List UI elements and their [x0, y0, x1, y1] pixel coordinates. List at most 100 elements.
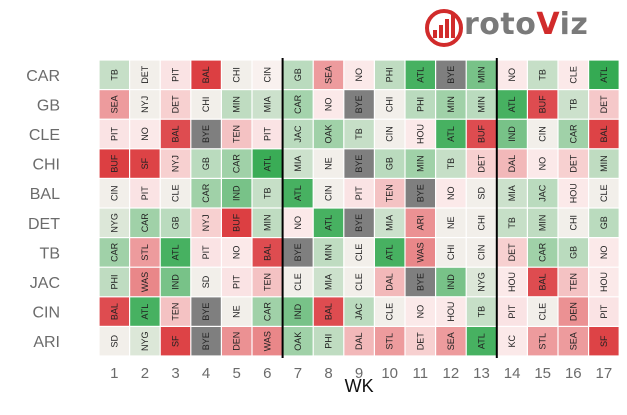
- heatmap-cell: [466, 119, 497, 149]
- heatmap-cell: [589, 238, 619, 267]
- heatmap-cell: [283, 179, 313, 208]
- heatmap-cell: [528, 208, 558, 237]
- opponent-label: PIT: [599, 304, 609, 319]
- heatmap-cell: [589, 327, 619, 356]
- heatmap-cell: [191, 90, 221, 119]
- opponent-label: CLE: [385, 303, 395, 321]
- opponent-label: DET: [507, 243, 517, 262]
- opponent-label: PIT: [507, 304, 517, 319]
- heatmap-cell: [130, 327, 160, 356]
- opponent-label: SF: [171, 335, 181, 347]
- heatmap-cell: [589, 179, 619, 208]
- opponent-label: CLE: [354, 244, 364, 262]
- heatmap-cell: [160, 238, 191, 267]
- heatmap-cell: [99, 327, 129, 356]
- heatmap-cell: [252, 149, 282, 178]
- opponent-label: CIN: [477, 245, 487, 261]
- heatmap-cell: [405, 119, 435, 149]
- heatmap-cell: [375, 149, 405, 178]
- opponent-label: PIT: [171, 67, 181, 82]
- opponent-label: MIN: [232, 96, 242, 113]
- opponent-label: CIN: [538, 126, 548, 142]
- opponent-label: MIN: [599, 155, 609, 172]
- heatmap-cell: [313, 208, 344, 237]
- heatmap-cell: [497, 238, 527, 267]
- opponent-label: WAS: [262, 331, 272, 351]
- opponent-label: NO: [599, 246, 609, 260]
- heatmap-cell: [99, 238, 129, 267]
- heatmap-cell: [558, 208, 588, 237]
- opponent-label: NO: [446, 186, 456, 200]
- heatmap-cell: [222, 179, 252, 208]
- opponent-label: IND: [446, 274, 456, 290]
- opponent-label: MIN: [446, 96, 456, 113]
- opponent-label: STL: [140, 244, 150, 261]
- week-tick-label: 15: [534, 365, 551, 382]
- heatmap-cell: [344, 119, 374, 149]
- opponent-label: HOU: [599, 272, 609, 292]
- heatmap-cell: [283, 149, 313, 178]
- opponent-label: CHI: [201, 97, 211, 113]
- heatmap-cell: [405, 208, 435, 237]
- opponent-label: NO: [293, 216, 303, 230]
- heatmap-cell: [283, 208, 313, 237]
- heatmap-cell: [405, 179, 435, 208]
- heatmap-cell: [160, 267, 191, 297]
- heatmap-cell: [344, 179, 374, 208]
- heatmap-cell: [528, 119, 558, 149]
- opponent-label: ATL: [324, 215, 334, 231]
- opponent-label: CIN: [262, 67, 272, 83]
- opponent-label: NYG: [140, 331, 150, 351]
- heatmap-cell: [313, 90, 344, 119]
- opponent-label: ATL: [171, 244, 181, 260]
- heatmap-cell: [344, 90, 374, 119]
- heatmap-cell: [191, 179, 221, 208]
- opponent-label: MIA: [293, 156, 303, 172]
- heatmap-cell: [405, 327, 435, 356]
- opponent-label: SEA: [568, 332, 578, 350]
- opponent-label: TB: [109, 69, 119, 81]
- heatmap-cell: [436, 60, 466, 89]
- heatmap-cell: [252, 327, 282, 356]
- heatmap-cell: [344, 327, 374, 356]
- opponent-label: PHI: [415, 97, 425, 112]
- team-label: CIN: [32, 305, 60, 322]
- opponent-label: DEN: [568, 302, 578, 321]
- opponent-label: CAR: [262, 302, 272, 322]
- heatmap-cell: [497, 149, 527, 178]
- opponent-label: BYE: [446, 66, 456, 84]
- opponent-label: NYJ: [201, 214, 211, 231]
- heatmap-cell: [283, 60, 313, 89]
- opponent-label: CHI: [568, 215, 578, 231]
- heatmap-cell: [344, 238, 374, 267]
- team-label: CHI: [32, 157, 60, 174]
- opponent-label: STL: [385, 333, 395, 350]
- opponent-label: PIT: [201, 245, 211, 260]
- heatmap-cell: [405, 149, 435, 178]
- heatmap-cell: [283, 327, 313, 356]
- logo-wordmark: rotoViz: [464, 7, 588, 42]
- heatmap-cell: [313, 149, 344, 178]
- team-label: BAL: [30, 186, 60, 203]
- opponent-label: HOU: [446, 302, 456, 322]
- heatmap-cell: [283, 297, 313, 326]
- heatmap-cell: [99, 90, 129, 119]
- heatmap-cell: [497, 119, 527, 149]
- opponent-label: BYE: [354, 214, 364, 232]
- opponent-label: PHI: [109, 274, 119, 289]
- heatmap-cell: [375, 238, 405, 267]
- opponent-label: ATL: [262, 156, 272, 172]
- opponent-label: IND: [171, 274, 181, 290]
- heatmap-cell: [160, 119, 191, 149]
- x-axis-label: WK: [345, 376, 374, 396]
- heatmap-cell: [497, 60, 527, 89]
- logo-suffix: iz: [559, 7, 589, 42]
- opponent-label: JAC: [354, 303, 364, 321]
- heatmap-cell: [466, 60, 497, 89]
- opponent-label: CAR: [538, 242, 548, 262]
- heatmap-cell: [405, 238, 435, 267]
- week-tick-label: 13: [473, 365, 490, 382]
- opponent-label: TB: [262, 187, 272, 199]
- opponent-label: DET: [599, 95, 609, 114]
- heatmap-cell: [466, 267, 497, 297]
